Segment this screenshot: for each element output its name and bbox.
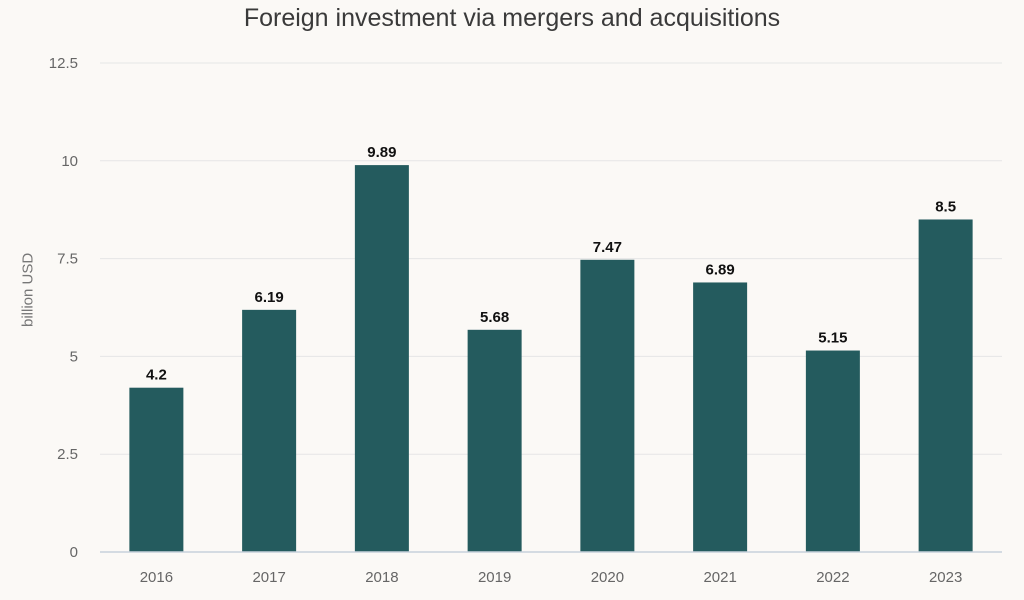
y-tick-label: 10 [61, 153, 78, 170]
bars [129, 165, 973, 553]
y-tick-label: 7.5 [57, 251, 78, 268]
x-tick-label: 2023 [929, 569, 962, 586]
data-label-2022: 5.15 [818, 330, 847, 347]
x-tick-label: 2018 [365, 569, 398, 586]
data-label-2019: 5.68 [480, 309, 509, 326]
data-label-2020: 7.47 [593, 239, 622, 256]
bar-2021 [693, 282, 748, 552]
y-tick-label: 12.5 [49, 55, 78, 72]
data-label-2017: 6.19 [255, 289, 284, 306]
bar-2016 [129, 387, 184, 552]
data-label-2018: 9.89 [367, 144, 396, 161]
bar-2020 [580, 259, 635, 552]
data-label-2016: 4.2 [146, 367, 167, 384]
bar-2019 [467, 329, 522, 552]
x-tick-label: 2022 [816, 569, 849, 586]
x-tick-label: 2021 [703, 569, 736, 586]
bar-2022 [805, 350, 860, 552]
data-label-2021: 6.89 [706, 261, 735, 278]
x-axis-ticks: 2016 2017 2018 2019 2020 2021 2022 2023 [140, 569, 963, 586]
data-labels: 4.2 6.19 9.89 5.68 7.47 6.89 5.15 8.5 [146, 144, 956, 384]
bar-2023 [918, 219, 973, 553]
y-axis-ticks: 0 2.5 5 7.5 10 12.5 [49, 55, 78, 561]
x-tick-label: 2017 [252, 569, 285, 586]
x-tick-label: 2020 [591, 569, 624, 586]
bar-2017 [242, 309, 297, 552]
data-label-2023: 8.5 [935, 198, 956, 215]
x-tick-label: 2019 [478, 569, 511, 586]
gridlines [100, 62, 1002, 455]
y-tick-label: 0 [70, 544, 78, 561]
y-tick-label: 2.5 [57, 446, 78, 463]
x-tick-label: 2016 [140, 569, 173, 586]
chart-title: Foreign investment via mergers and acqui… [243, 4, 781, 32]
bar-2018 [354, 165, 409, 552]
y-tick-label: 5 [70, 348, 78, 365]
